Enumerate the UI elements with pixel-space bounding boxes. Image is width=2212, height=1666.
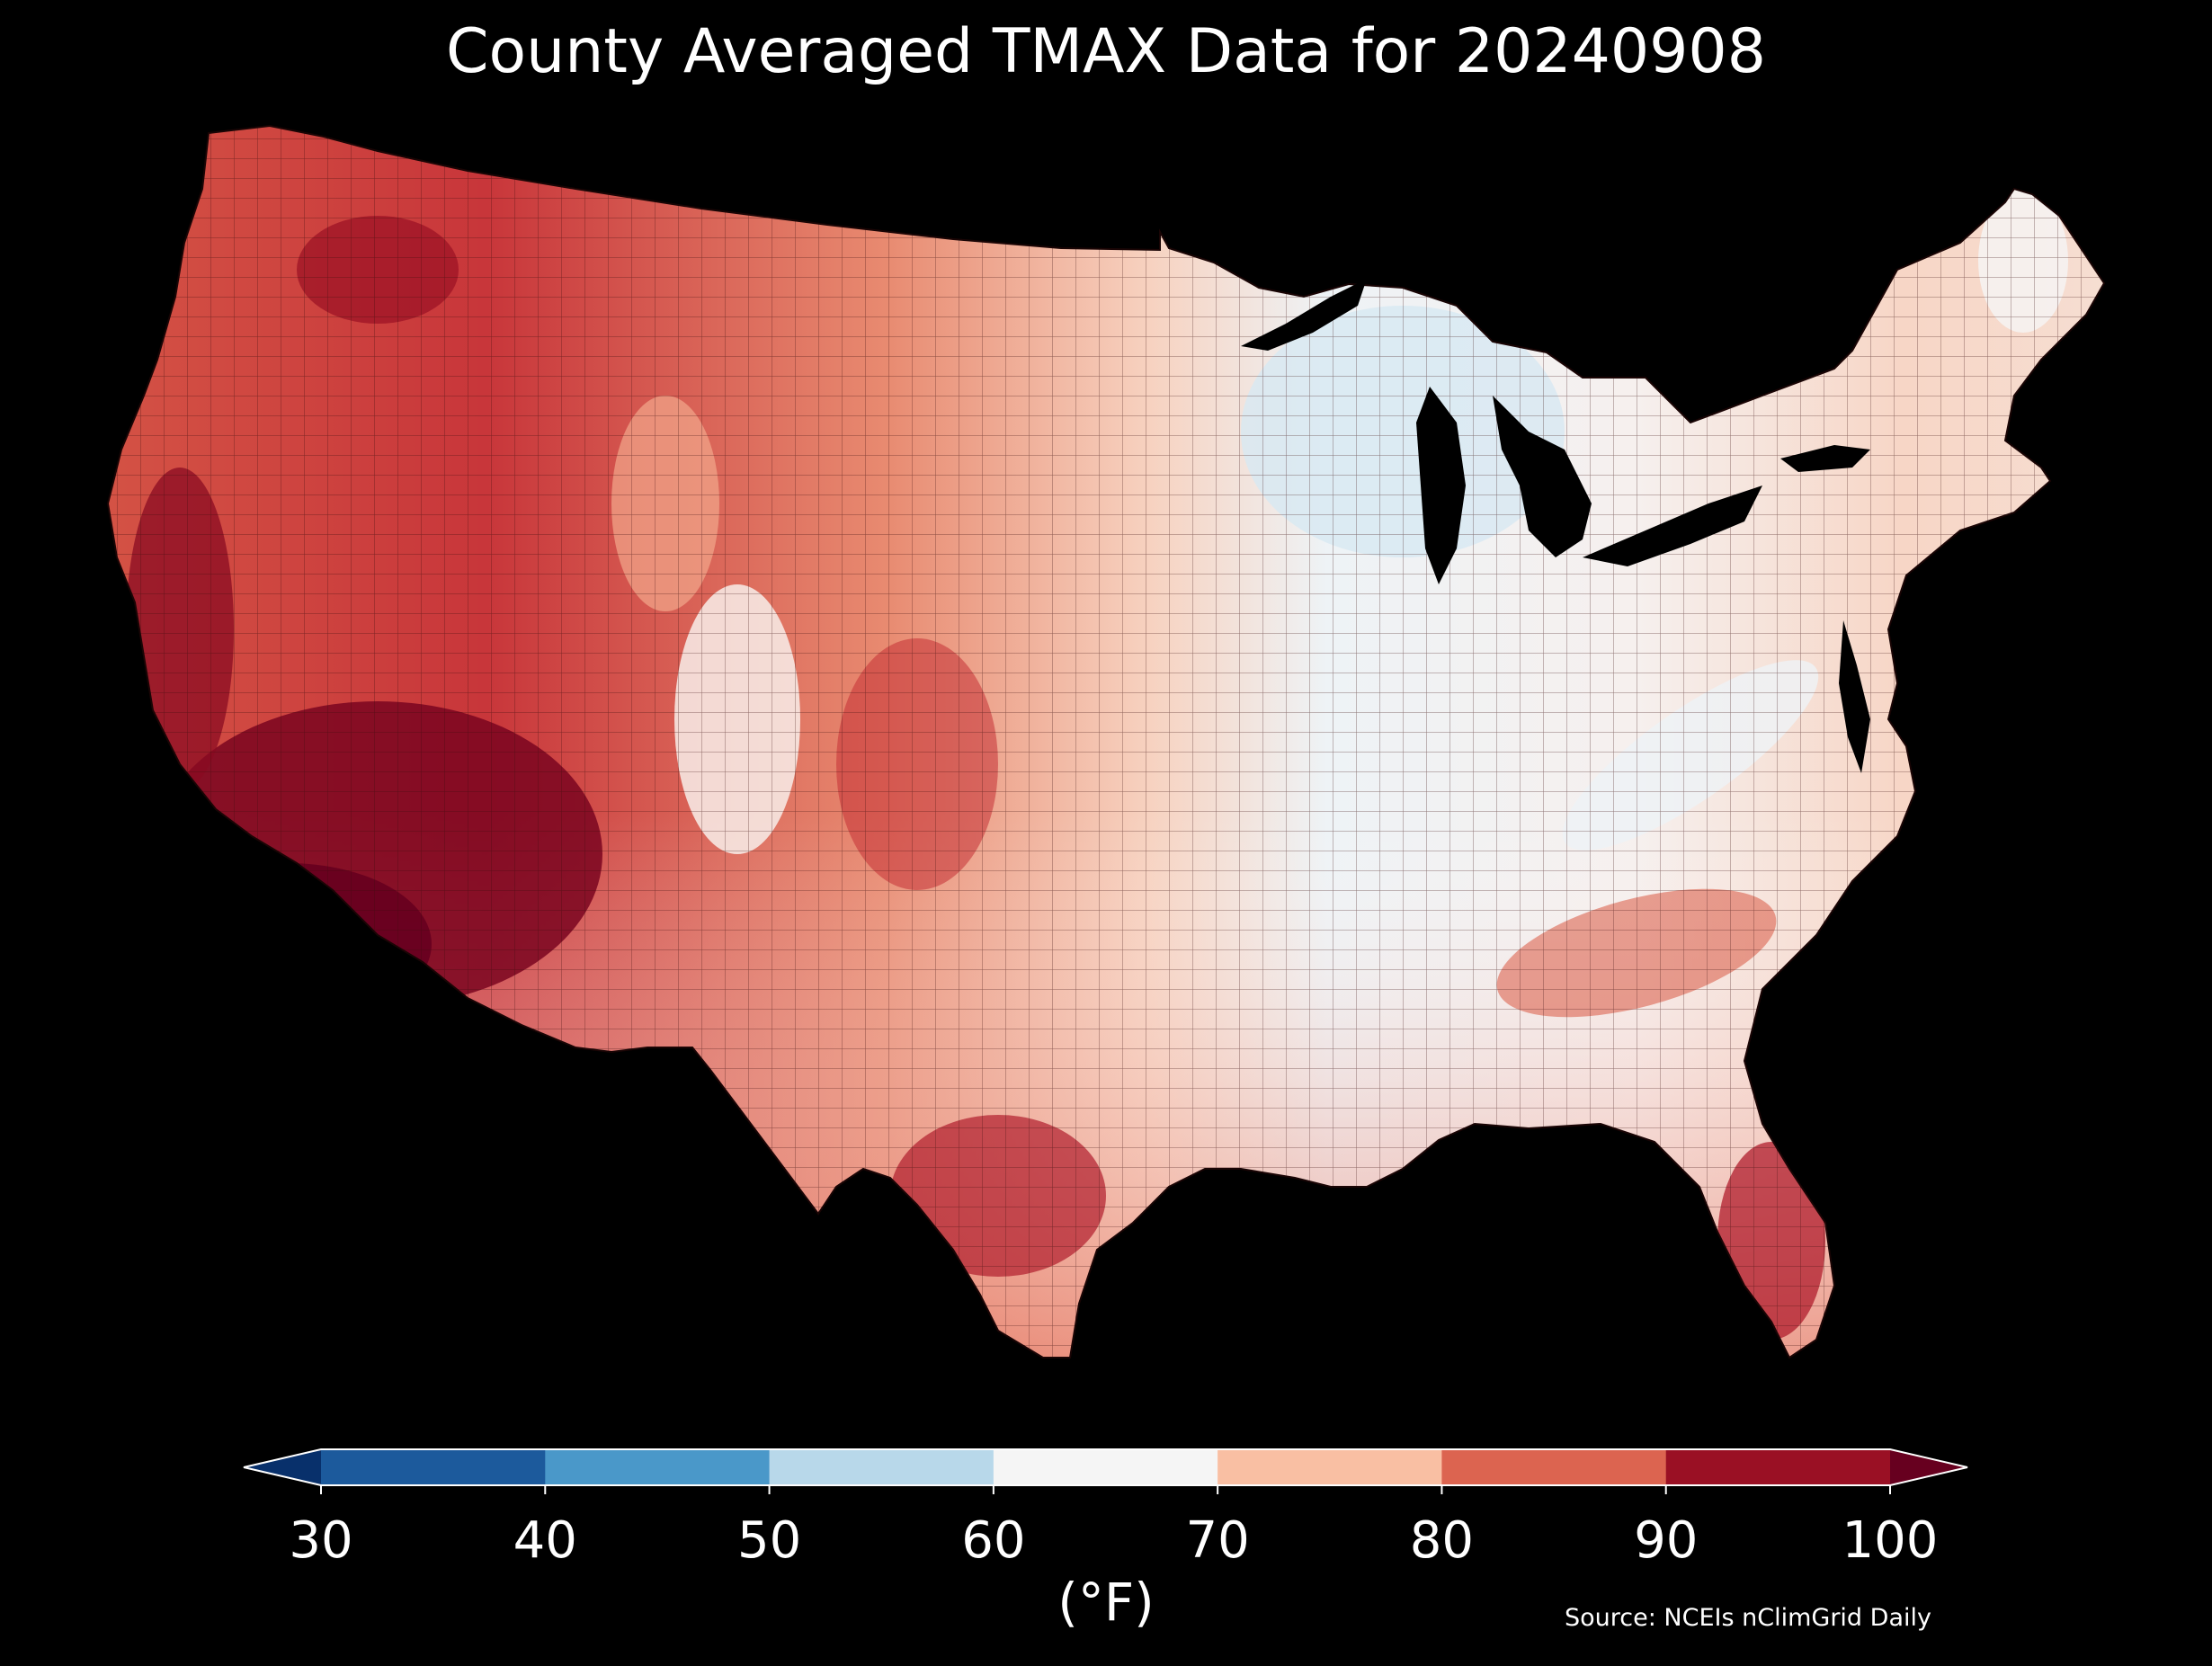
colorbar-bin-above [1890,1449,1967,1485]
great-lakes [1241,279,1870,584]
colorbar-tick-label: 50 [737,1511,801,1570]
us-county-map [107,125,2105,1359]
source-credit: Source: NCEIs nClimGrid Daily [1565,1604,1931,1632]
map-title: County Averaged TMAX Data for 20240908 [446,16,1766,87]
colorbar-bin [321,1449,546,1485]
colorbar-unit-label: (°F) [1057,1572,1155,1633]
colorbar-tick-label: 100 [1842,1511,1939,1570]
colorbar-tick-label: 90 [1634,1511,1698,1570]
colorbar-bin-below [244,1449,321,1485]
colorbar-bin [1217,1449,1442,1485]
colorbar-tick-label: 70 [1186,1511,1250,1570]
colorbar-bin [545,1449,771,1485]
colorbar-tick-label: 80 [1410,1511,1474,1570]
colorbar-bin [1441,1449,1667,1485]
colorbar-bin [993,1449,1218,1485]
chesapeake-bay [1839,620,1870,773]
colorbar-tick-label: 40 [513,1511,577,1570]
colorbar-tick-label: 60 [961,1511,1025,1570]
colorbar-bin [1665,1449,1891,1485]
colorbar-bin [769,1449,995,1485]
colorbar-tick-label: 30 [289,1511,352,1570]
